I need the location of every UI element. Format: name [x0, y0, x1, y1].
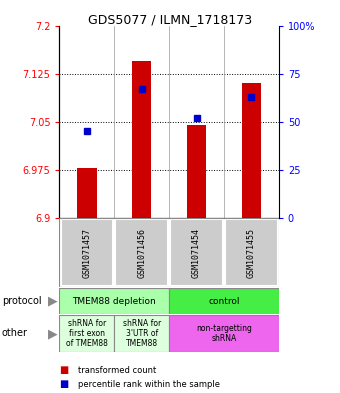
Text: shRNA for
3'UTR of
TMEM88: shRNA for 3'UTR of TMEM88: [123, 319, 161, 348]
Text: other: other: [2, 329, 28, 338]
Bar: [114, 315, 169, 352]
Bar: [225, 219, 278, 285]
Bar: [61, 219, 113, 285]
Bar: [187, 125, 206, 218]
Bar: [115, 219, 168, 285]
Text: GSM1071454: GSM1071454: [192, 228, 201, 277]
Bar: [132, 61, 151, 218]
Text: protocol: protocol: [2, 296, 41, 306]
Text: ▶: ▶: [48, 294, 57, 308]
Text: GSM1071455: GSM1071455: [247, 228, 256, 277]
Text: control: control: [208, 297, 240, 305]
Bar: [77, 168, 97, 218]
Bar: [242, 83, 261, 218]
Text: GSM1071456: GSM1071456: [137, 228, 146, 277]
Text: non-targetting
shRNA: non-targetting shRNA: [196, 324, 252, 343]
Text: GSM1071457: GSM1071457: [82, 228, 91, 277]
Text: percentile rank within the sample: percentile rank within the sample: [78, 380, 220, 389]
Bar: [169, 288, 279, 314]
Text: transformed count: transformed count: [78, 366, 156, 375]
Text: ■: ■: [59, 379, 69, 389]
Bar: [169, 315, 279, 352]
Bar: [59, 288, 169, 314]
Text: TMEM88 depletion: TMEM88 depletion: [72, 297, 156, 305]
Bar: [59, 315, 114, 352]
Text: GDS5077 / ILMN_1718173: GDS5077 / ILMN_1718173: [88, 13, 252, 26]
Text: ■: ■: [59, 365, 69, 375]
Text: shRNA for
first exon
of TMEM88: shRNA for first exon of TMEM88: [66, 319, 108, 348]
Bar: [170, 219, 223, 285]
Text: ▶: ▶: [48, 327, 57, 340]
